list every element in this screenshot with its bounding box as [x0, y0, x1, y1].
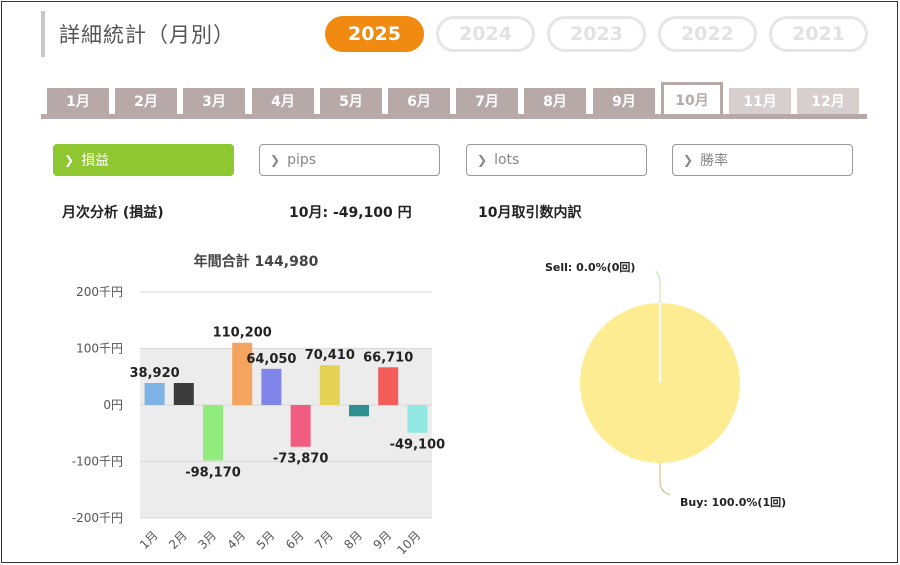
x-tick-label: 2月 — [166, 528, 190, 552]
month-tab-3[interactable]: 3月 — [183, 88, 245, 114]
bar-9[interactable] — [378, 367, 399, 405]
y-tick-label: -200千円 — [72, 511, 123, 525]
x-tick-label: 1月 — [137, 528, 161, 552]
month-tab-7[interactable]: 7月 — [456, 88, 518, 114]
breakdown-heading: 10月取引数内訳 — [478, 205, 582, 221]
x-tick-label: 10月 — [394, 528, 423, 557]
month-tab-9[interactable]: 9月 — [593, 88, 655, 114]
bar-data-label: -49,100 — [390, 438, 446, 453]
bar-data-label: 38,920 — [130, 366, 180, 381]
chevron-right-icon: ❯ — [683, 153, 694, 167]
bar-data-label: 64,050 — [246, 352, 296, 367]
y-tick-label: 0円 — [103, 398, 123, 412]
x-tick-label: 5月 — [254, 528, 278, 552]
month-tab-2[interactable]: 2月 — [115, 88, 177, 114]
bar-data-label: -98,170 — [185, 465, 241, 480]
year-pill-2025[interactable]: 2025 — [325, 16, 424, 52]
page-title: 詳細統計（月別） — [59, 23, 235, 47]
bar-3[interactable] — [203, 405, 223, 461]
bar-4[interactable] — [232, 342, 253, 405]
y-tick-label: -100千円 — [72, 455, 123, 469]
bar-10[interactable] — [407, 405, 428, 433]
metric-tab-label: pips — [287, 152, 317, 168]
chevron-right-icon: ❯ — [64, 153, 75, 167]
month-tab-1[interactable]: 1月 — [47, 88, 109, 114]
chevron-right-icon: ❯ — [477, 153, 488, 167]
year-pill-2024[interactable]: 2024 — [436, 16, 535, 52]
year-pill-2022[interactable]: 2022 — [658, 16, 757, 52]
bar-2[interactable] — [173, 383, 194, 405]
analysis-heading: 月次分析 (損益) — [62, 205, 164, 221]
sell-label: Sell: 0.0%(0回) — [545, 261, 636, 274]
bar-data-label: 66,710 — [363, 350, 413, 365]
y-tick-label: 200千円 — [76, 285, 123, 299]
x-tick-label: 7月 — [312, 528, 336, 552]
metric-tab-label: 損益 — [81, 153, 110, 169]
month-tabs: 1月 2月 3月 4月 5月 6月 7月 8月 9月 10月 11月 12月 — [41, 82, 867, 119]
bar-data-label: 110,200 — [213, 326, 272, 341]
buy-label: Buy: 100.0%(1回) — [680, 496, 787, 509]
bar-1[interactable] — [144, 383, 165, 405]
month-tab-8[interactable]: 8月 — [524, 88, 586, 114]
chevron-right-icon: ❯ — [270, 153, 281, 167]
bar-data-label: 70,410 — [305, 348, 355, 363]
sell-connector — [655, 270, 661, 303]
bar-6[interactable] — [290, 405, 311, 447]
trade-breakdown-pie-chart — [580, 270, 740, 496]
x-tick-label: 3月 — [195, 528, 219, 552]
metric-tab-pnl[interactable]: ❯ 損益 — [53, 144, 234, 176]
month-tab-10[interactable]: 10月 — [661, 82, 723, 114]
x-tick-label: 8月 — [341, 528, 365, 552]
metric-tab-winrate[interactable]: ❯ 勝率 — [672, 144, 853, 176]
bar-8[interactable] — [349, 405, 369, 417]
x-tick-label: 6月 — [283, 528, 307, 552]
x-tick-label: 4月 — [225, 528, 249, 552]
metric-tab-pips[interactable]: ❯ pips — [259, 144, 440, 176]
month-tab-6[interactable]: 6月 — [388, 88, 450, 114]
month-tab-11[interactable]: 11月 — [729, 88, 791, 114]
year-selector: 2025 2024 2023 2022 2021 — [325, 16, 868, 52]
month-total: 10月: -49,100 円 — [289, 205, 412, 221]
month-tab-5[interactable]: 5月 — [320, 88, 382, 114]
x-tick-label: 9月 — [371, 528, 395, 552]
page-title-block: 詳細統計（月別） — [41, 11, 235, 57]
y-tick-label: 100千円 — [76, 342, 123, 356]
chart-title: 年間合計 144,980 — [194, 253, 319, 270]
year-pill-2021[interactable]: 2021 — [769, 16, 868, 52]
bar-7[interactable] — [319, 365, 340, 405]
metric-tab-lots[interactable]: ❯ lots — [466, 144, 647, 176]
year-pill-2023[interactable]: 2023 — [547, 16, 646, 52]
month-tab-4[interactable]: 4月 — [252, 88, 314, 114]
metric-tab-label: lots — [494, 152, 520, 168]
buy-connector — [659, 463, 671, 496]
bar-5[interactable] — [261, 368, 282, 405]
bar-data-label: -73,870 — [273, 452, 329, 467]
month-tab-12[interactable]: 12月 — [797, 88, 859, 114]
metric-tab-label: 勝率 — [700, 153, 729, 169]
monthly-pnl-bar-chart: 年間合計 144,980 200千円 100千円 0円 -100千円 -200千円 38,9… — [72, 253, 446, 557]
